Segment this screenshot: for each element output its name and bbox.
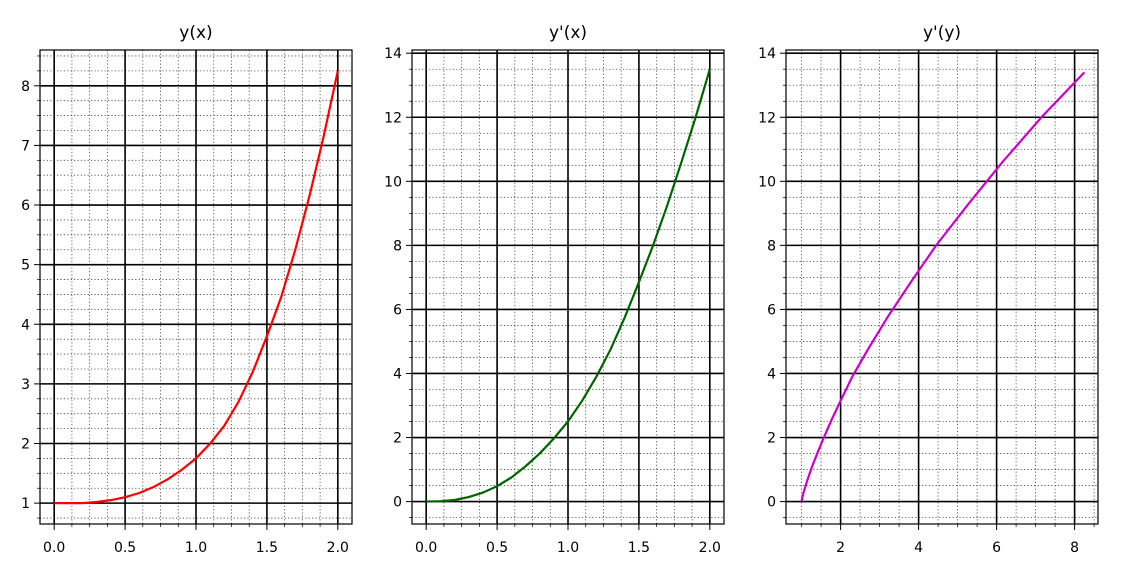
x-tick-label: 1.0 xyxy=(557,540,579,556)
x-tick-label: 2.0 xyxy=(327,540,349,556)
y-tick-label: 8 xyxy=(393,238,402,254)
y-tick-label: 10 xyxy=(384,174,402,190)
y-tick-label: 6 xyxy=(767,302,776,318)
x-tick-label: 2.0 xyxy=(699,540,721,556)
x-tick-label: 0.5 xyxy=(114,540,136,556)
y-tick-label: 12 xyxy=(384,110,402,126)
x-tick-label: 8 xyxy=(1070,540,1079,556)
plot-frame xyxy=(39,49,353,525)
y-tick-label: 8 xyxy=(767,238,776,254)
series-line-yprime-of-x xyxy=(426,68,711,503)
x-tick-label: 1.0 xyxy=(185,540,207,556)
chart-title: y'(x) xyxy=(549,23,587,43)
y-tick-label: 1 xyxy=(21,496,30,512)
y-tick-label: 2 xyxy=(21,437,30,453)
y-tick-label: 14 xyxy=(758,46,776,62)
x-tick-label: 0.0 xyxy=(43,540,65,556)
y-tick-label: 0 xyxy=(767,495,776,511)
panel-y-of-x: 0.0 0.5 1.0 1.5 2.0 1 2 3 4 5 6 7 8 y(x) xyxy=(21,23,353,556)
y-tick-label: 7 xyxy=(21,138,30,154)
y-tick-label: 6 xyxy=(393,302,402,318)
y-tick-label: 4 xyxy=(767,366,776,382)
x-tick-label: 1.5 xyxy=(256,540,278,556)
y-tick-label: 4 xyxy=(21,317,30,333)
y-tick-label: 8 xyxy=(21,79,30,95)
x-tick-label: 0.5 xyxy=(486,540,508,556)
y-tick-label: 0 xyxy=(393,495,402,511)
x-tick-label: 4 xyxy=(914,540,923,556)
chart-title: y(x) xyxy=(179,23,212,43)
x-tick-label: 6 xyxy=(992,540,1001,556)
y-tick-label: 10 xyxy=(758,174,776,190)
x-tick-label: 2 xyxy=(836,540,845,556)
y-tick-label: 3 xyxy=(21,377,30,393)
series-line-y-of-x xyxy=(54,70,339,505)
x-tick-label: 0.0 xyxy=(415,540,437,556)
y-tick-label: 5 xyxy=(21,258,30,274)
y-tick-label: 14 xyxy=(384,46,402,62)
y-tick-label: 12 xyxy=(758,110,776,126)
y-tick-label: 6 xyxy=(21,198,30,214)
chart-title: y'(y) xyxy=(923,23,961,43)
plot-frame xyxy=(411,49,725,525)
series-line-yprime-of-y xyxy=(800,71,1086,502)
panel-yprime-of-y: 2 4 6 8 0 2 4 6 8 10 12 14 y'(y) xyxy=(758,23,1099,556)
panel-yprime-of-x: 0.0 0.5 1.0 1.5 2.0 0 2 4 6 8 10 12 14 y'(x) xyxy=(384,23,725,556)
y-tick-label: 2 xyxy=(767,431,776,447)
x-tick-label: 1.5 xyxy=(628,540,650,556)
plot-frame xyxy=(785,49,1099,525)
y-tick-label: 4 xyxy=(393,366,402,382)
y-tick-label: 2 xyxy=(393,431,402,447)
